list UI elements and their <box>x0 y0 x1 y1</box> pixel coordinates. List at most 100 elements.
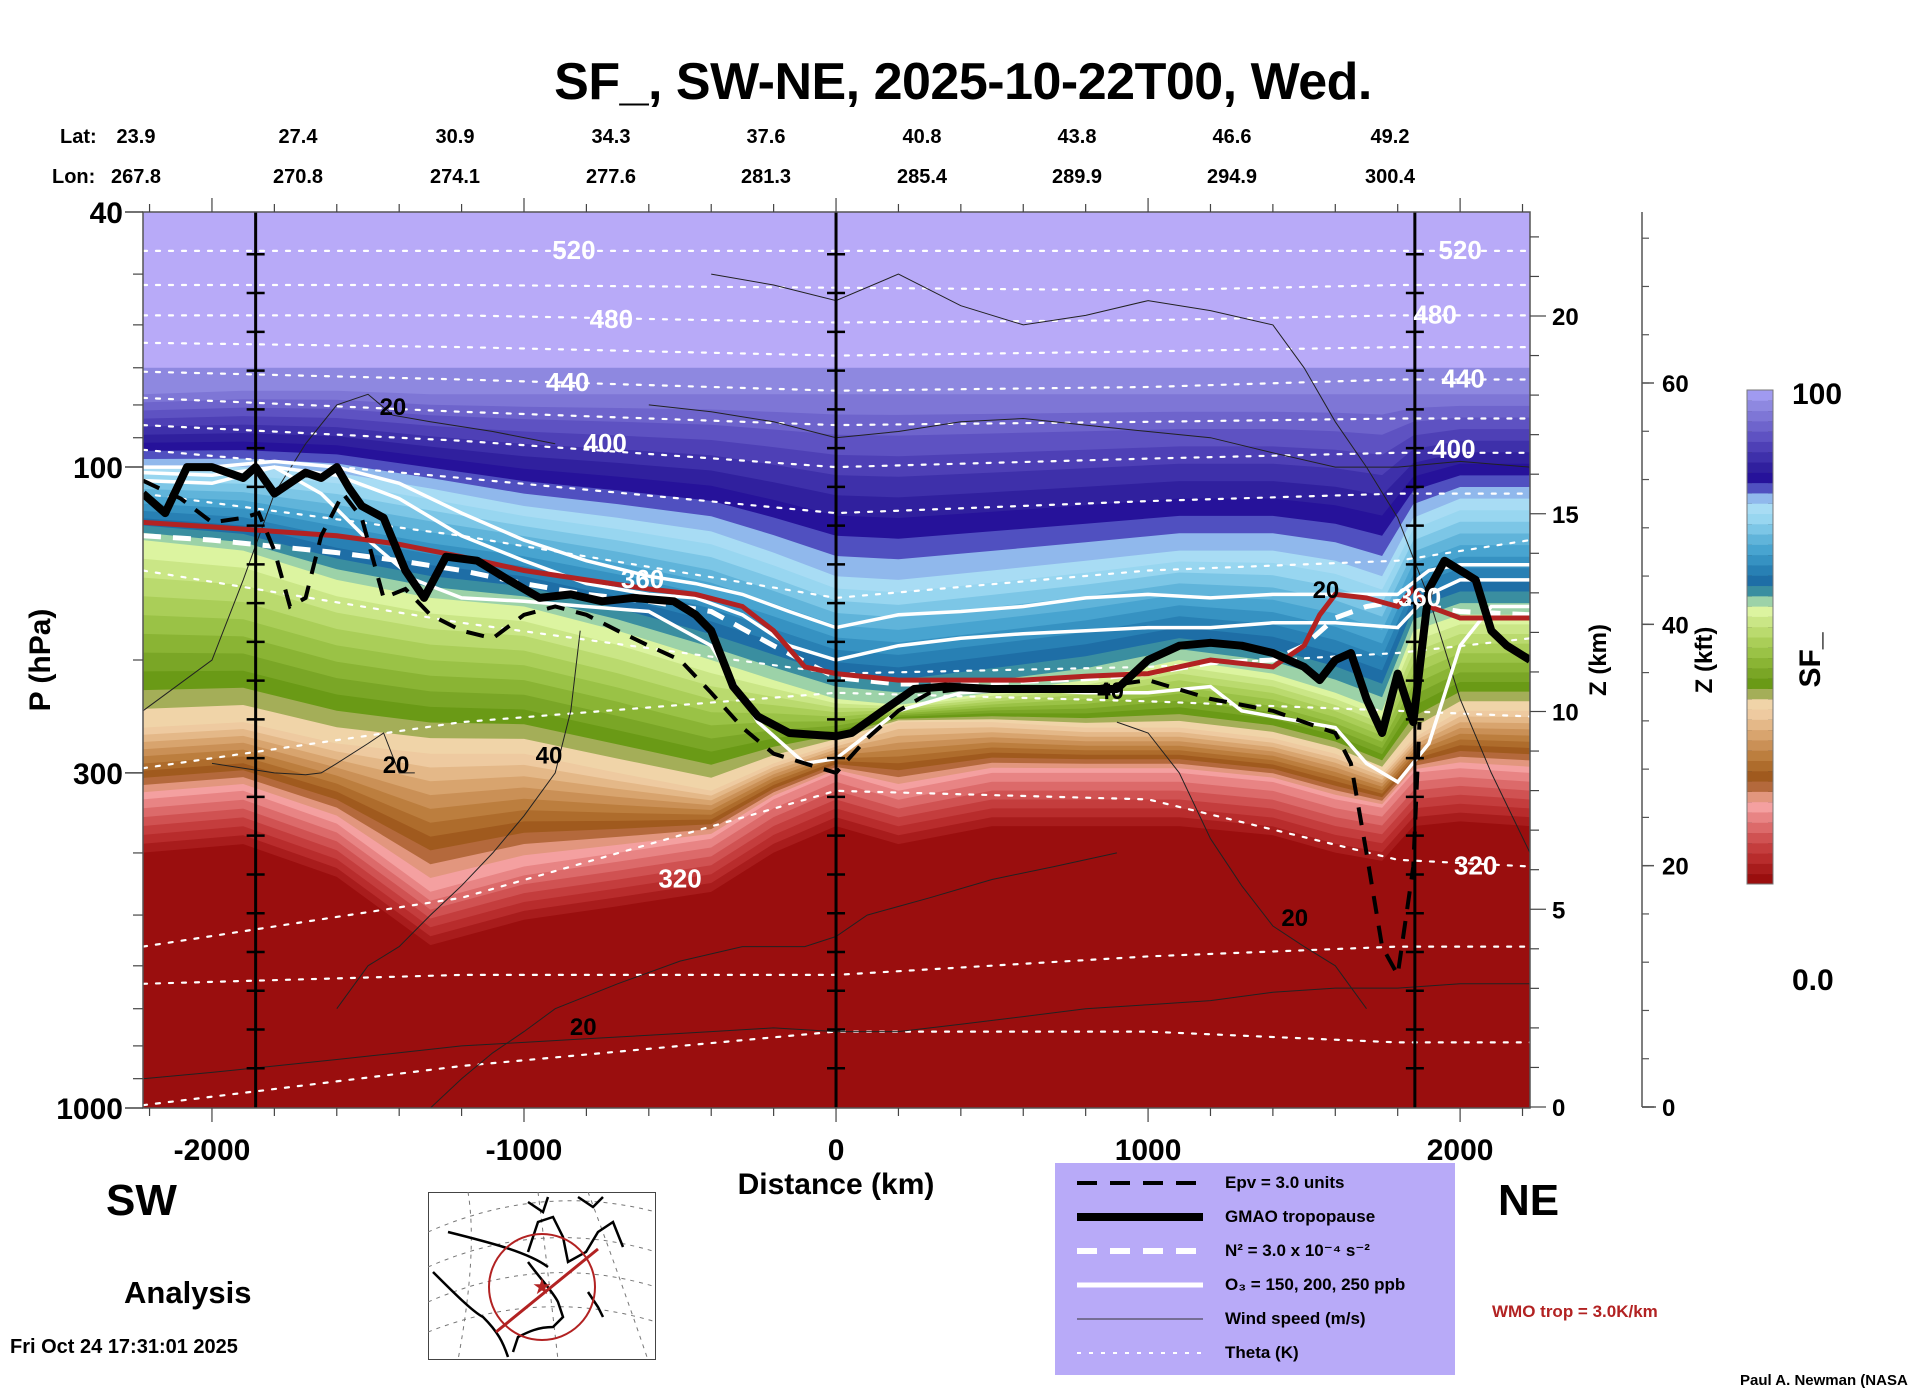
theta-label: 320 <box>658 863 701 893</box>
theta-label: 480 <box>590 304 633 334</box>
z-kft-axis-title: Z (kft) <box>1691 627 1718 694</box>
colorbar-swatch <box>1747 503 1773 514</box>
colorbar-swatch <box>1747 770 1773 782</box>
sw-direction-label: SW <box>106 1176 177 1225</box>
x-axis-title: Distance (km) <box>738 1168 935 1201</box>
colorbar-swatch <box>1747 410 1773 422</box>
theta-label: 520 <box>552 235 595 265</box>
wind-contour-label: 20 <box>380 394 407 421</box>
colorbar-swatch <box>1747 822 1773 834</box>
z-km-tick-label: 10 <box>1552 700 1579 727</box>
theta-label: 360 <box>621 564 664 594</box>
lat-value: 40.8 <box>902 126 942 148</box>
colorbar-swatch <box>1747 523 1773 535</box>
wind-contour-label: 20 <box>1313 577 1340 604</box>
colorbar-swatch <box>1747 616 1773 628</box>
colorbar-swatch <box>1747 451 1773 463</box>
theta-label: 480 <box>1413 299 1456 329</box>
wind-contour-5 <box>648 404 1530 468</box>
theta-line-460 <box>143 341 1530 357</box>
y-axis-title: P (hPa) <box>24 609 57 712</box>
colorbar-swatch <box>1747 750 1773 761</box>
lon-value: 285.4 <box>896 166 948 188</box>
y-tick-label: 100 <box>73 452 123 485</box>
colorbar-max-label: 100 <box>1792 378 1842 411</box>
lat-value: 49.2 <box>1370 126 1410 148</box>
colorbar-swatch <box>1747 595 1773 607</box>
legend-item-theta: Theta (K) <box>1055 1337 1455 1369</box>
lon-value: 294.9 <box>1206 166 1258 188</box>
lat-value: 27.4 <box>278 126 318 148</box>
colorbar-swatch <box>1747 678 1773 689</box>
wind-contour-2 <box>336 630 581 1009</box>
colorbar-swatch <box>1747 637 1773 648</box>
author-credit: Paul A. Newman (NASA <box>1740 1372 1908 1389</box>
colorbar-swatch <box>1747 853 1773 864</box>
colorbar-swatch <box>1747 873 1773 885</box>
map-center-star-icon: ★ <box>532 1274 552 1299</box>
colorbar-swatch <box>1747 719 1773 731</box>
colorbar-swatch <box>1747 626 1773 638</box>
colorbar-title: SF_ <box>1794 632 1827 687</box>
series-line-gmao-tropopause <box>143 463 1530 741</box>
colorbar-frame <box>1746 389 1774 885</box>
theta-line-420 <box>143 396 1530 427</box>
lat-value: 30.9 <box>435 126 475 148</box>
colorbar-swatch <box>1747 534 1773 545</box>
timestamp: Fri Oct 24 17:31:01 2025 <box>10 1336 238 1358</box>
theta-line-320 <box>143 789 1530 948</box>
solid-white-line-icon <box>1077 1282 1203 1288</box>
lon-value: 277.6 <box>585 166 637 188</box>
theta-label: 400 <box>1432 434 1475 464</box>
lon-value: 274.1 <box>429 166 481 188</box>
y-tick-label: 300 <box>73 758 123 791</box>
colorbar <box>1746 389 1774 885</box>
theta-line-360 <box>143 492 1530 600</box>
colorbar-swatch <box>1747 729 1773 741</box>
colorbar-swatch <box>1747 441 1773 453</box>
dashed-white-line-icon <box>1077 1248 1203 1254</box>
legend-item-wind-speed: Wind speed (m/s) <box>1055 1303 1455 1335</box>
lon-label: Lon: <box>52 166 96 188</box>
ne-direction-label: NE <box>1498 1176 1560 1225</box>
colorbar-swatch <box>1747 863 1773 875</box>
theta-line-500 <box>143 283 1530 292</box>
z-kft-tick-label: 0 <box>1662 1095 1675 1122</box>
legend-item-n2: N² = 3.0 x 10⁻⁴ s⁻² <box>1055 1235 1455 1267</box>
x-tick-label: 0 <box>828 1134 845 1167</box>
dotted-white-line-icon <box>1077 1352 1203 1354</box>
z-km-axis-title: Z (km) <box>1585 624 1612 696</box>
colorbar-swatch <box>1747 420 1773 432</box>
wind-contour-1 <box>211 732 415 776</box>
theta-label: 440 <box>1442 363 1485 393</box>
y-tick-label: 40 <box>90 197 123 230</box>
colorbar-swatch <box>1747 832 1773 844</box>
lon-value: 281.3 <box>740 166 792 188</box>
z-km-tick-label: 15 <box>1552 502 1579 529</box>
legend-label: Epv = 3.0 units <box>1225 1173 1345 1192</box>
wind-contour-0 <box>143 393 556 712</box>
colorbar-swatch <box>1747 554 1773 566</box>
z-km-tick-label: 20 <box>1552 304 1579 331</box>
analysis-label: Analysis <box>124 1275 252 1310</box>
colorbar-swatch <box>1747 400 1773 412</box>
colorbar-swatch <box>1747 431 1773 442</box>
x-tick-label: 2000 <box>1427 1134 1494 1167</box>
colorbar-swatch <box>1747 482 1773 494</box>
legend-label: O₃ = 150, 200, 250 ppb <box>1225 1275 1406 1294</box>
wind-contour-label: 20 <box>570 1014 597 1041</box>
lat-value: 37.6 <box>746 126 786 148</box>
wind-contour-6 <box>711 273 1530 854</box>
colorbar-swatch <box>1747 462 1773 473</box>
z-km-tick-label: 5 <box>1552 897 1565 924</box>
theta-label: 440 <box>546 367 589 397</box>
colorbar-swatch <box>1747 564 1773 576</box>
map-coastlines <box>432 1195 625 1358</box>
z-kft-tick-label: 20 <box>1662 854 1689 881</box>
axes: -2000 -1000 0 1000 2000 40 100 300 1000 0 5 10 15 20 0… <box>56 197 1688 1167</box>
lon-value: 270.8 <box>272 166 324 188</box>
series-line-epv-3-0-units <box>143 478 1422 982</box>
z-km-tick-label: 0 <box>1552 1095 1565 1122</box>
chart-title: SF_, SW-NE, 2025-10-22T00, Wed. <box>554 53 1372 111</box>
x-tick-label: 1000 <box>1115 1134 1182 1167</box>
